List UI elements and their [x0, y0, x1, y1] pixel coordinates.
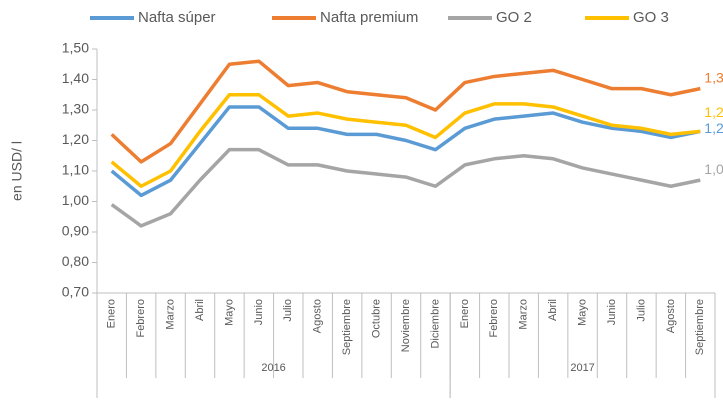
x-tick-label: Febrero: [488, 299, 500, 338]
x-tick-label: Diciembre: [429, 299, 441, 349]
y-tick-label: 1,40: [62, 70, 89, 86]
legend-label: GO 2: [496, 9, 532, 26]
x-tick-label: Junio: [253, 299, 265, 325]
x-tick-label: Mayo: [223, 299, 235, 326]
x-tick-label: Noviembre: [400, 299, 412, 352]
x-tick-label: Febrero: [135, 299, 147, 338]
series-line: [110, 147, 701, 228]
x-tick-label: Julio: [635, 299, 647, 322]
y-tick-label: 0,80: [62, 253, 89, 269]
group-label: 2016: [261, 362, 285, 374]
x-tick-label: Octubre: [370, 299, 382, 338]
y-tick-label: 1,50: [62, 40, 89, 56]
x-tick-label: Julio: [282, 299, 294, 322]
data-label: 1,23: [704, 120, 723, 136]
x-tick-label: Septiembre: [694, 299, 706, 355]
y-axis-label: en USD/ l: [9, 141, 25, 201]
data-label: 1,07: [704, 161, 723, 177]
x-tick-label: Enero: [106, 299, 118, 328]
x-tick-label: Abril: [194, 299, 206, 321]
x-tick-label: Agosto: [312, 299, 324, 333]
data-label: 1,37: [704, 69, 723, 85]
x-tick-label: Marzo: [518, 299, 530, 330]
x-tick-label: Marzo: [164, 299, 176, 330]
series-line: [110, 105, 701, 198]
x-tick-label: Agosto: [665, 299, 677, 333]
y-tick-label: 1,20: [62, 131, 89, 147]
x-tick-label: Abril: [547, 299, 559, 321]
x-tick-label: Junio: [606, 299, 618, 325]
y-tick-label: 1,30: [62, 101, 89, 117]
legend-label: GO 3: [633, 9, 669, 26]
y-tick-label: 0,90: [62, 223, 89, 239]
x-tick-label: Enero: [459, 299, 471, 328]
legend-label: Nafta súper: [138, 9, 216, 26]
y-tick-label: 1,00: [62, 192, 89, 208]
y-tick-label: 0,70: [62, 284, 89, 300]
x-tick-label: Mayo: [576, 299, 588, 326]
series-line: [110, 59, 701, 164]
group-label: 2017: [570, 362, 594, 374]
y-tick-label: 1,10: [62, 162, 89, 178]
series-line: [110, 93, 701, 188]
legend-label: Nafta premium: [320, 9, 418, 26]
x-tick-label: Septiembre: [341, 299, 353, 355]
data-label: 1,23: [704, 104, 723, 120]
